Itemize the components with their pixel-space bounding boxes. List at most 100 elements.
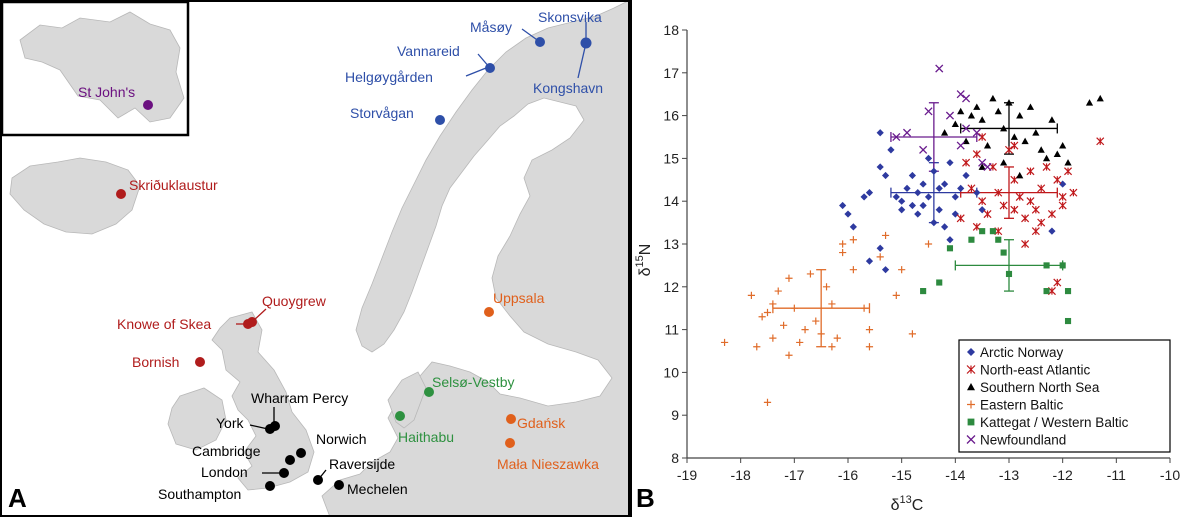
data-point [1058, 201, 1067, 210]
panel-letter-b: B [636, 483, 655, 513]
data-point [898, 197, 906, 205]
site-label-mechelen: Mechelen [347, 481, 408, 497]
leader-line [577, 42, 587, 79]
chart-ticks: -19 -18 -17 -16 -15 -14 -13 -12 -11 -10 8 9 10 11 12 13… [663, 22, 1180, 483]
data-point [785, 351, 793, 359]
data-point [881, 266, 890, 274]
data-point [1032, 129, 1040, 136]
site-label-selso-vestby: Selsø-Vestby [432, 374, 514, 390]
y-tick-label: 15 [663, 150, 679, 166]
site-marker [484, 307, 494, 317]
data-point [1053, 278, 1062, 287]
y-tick-label: 10 [663, 364, 679, 380]
site-label-york: York [216, 415, 245, 431]
data-point [924, 107, 933, 116]
chart-panel: -19 -18 -17 -16 -15 -14 -13 -12 -11 -10 8 9 10 11 12 13… [634, 22, 1180, 514]
map-land [9, 0, 631, 517]
data-point [844, 210, 852, 218]
data-point [1016, 171, 1024, 179]
site-label-southampton: Southampton [158, 486, 241, 502]
site-label-mala-nieszawka: Mała Nieszawka [497, 456, 599, 472]
site-marker [279, 468, 289, 478]
data-point [849, 266, 857, 274]
data-point [796, 338, 804, 347]
data-point [978, 158, 987, 167]
data-point [919, 145, 928, 154]
data-point [967, 112, 976, 119]
x-tick-label: -13 [999, 467, 1019, 483]
data-point [1005, 270, 1013, 278]
data-point [1031, 227, 1040, 236]
data-point [1016, 112, 1024, 119]
data-point [828, 343, 836, 351]
data-point [1053, 150, 1061, 157]
site-marker [195, 357, 205, 367]
data-point [962, 124, 971, 133]
site-marker [395, 411, 405, 421]
legend-marker [967, 418, 975, 426]
data-point [1021, 239, 1030, 249]
data-point [1000, 124, 1008, 132]
map-sites: Måsøy Skonsvika Vannareid Helgøygården K… [78, 9, 603, 502]
data-point [978, 206, 986, 214]
data-point [876, 163, 884, 171]
iceland-landmass [9, 157, 141, 235]
data-point [983, 141, 992, 149]
site-marker [506, 414, 516, 424]
data-point [994, 107, 1002, 115]
site-label-uppsala: Uppsala [493, 290, 545, 306]
data-point [1064, 159, 1072, 166]
x-tick-label: -18 [731, 467, 751, 483]
data-point [1026, 103, 1035, 110]
data-point [951, 193, 959, 201]
data-point [769, 300, 777, 308]
data-point [957, 107, 965, 115]
data-point [1031, 205, 1040, 214]
x-tick-label: -15 [892, 467, 912, 483]
data-point [876, 244, 884, 252]
data-point [881, 231, 890, 240]
y-tick-label: 8 [671, 450, 679, 466]
data-point [1042, 162, 1051, 171]
chart-error-bars [772, 102, 1064, 348]
data-point [1000, 249, 1007, 256]
data-point [914, 189, 922, 197]
data-point [914, 210, 922, 218]
data-point [892, 291, 900, 299]
data-point [978, 197, 987, 206]
site-label-bornish: Bornish [132, 354, 179, 370]
site-marker [296, 448, 306, 458]
data-point [946, 236, 954, 244]
data-point [1064, 317, 1072, 325]
data-point [876, 253, 884, 261]
data-point [972, 128, 981, 137]
data-point [1037, 184, 1046, 193]
data-point [860, 304, 868, 312]
data-point [806, 270, 815, 278]
data-point [865, 257, 874, 265]
data-point [785, 274, 793, 282]
data-point [1043, 288, 1050, 295]
data-point [1059, 262, 1066, 269]
site-label-helgoygarden: Helgøygården [345, 69, 433, 85]
leader-line [249, 424, 269, 430]
data-point [1085, 99, 1094, 106]
site-marker [485, 63, 495, 73]
data-point [1000, 159, 1008, 166]
data-point [919, 201, 927, 210]
data-point [941, 129, 949, 136]
data-point [1005, 99, 1013, 106]
data-point [989, 94, 997, 102]
data-point [1004, 145, 1014, 154]
site-marker [143, 100, 153, 110]
x-tick-label: -19 [677, 467, 697, 483]
data-point [887, 146, 895, 154]
data-point [924, 193, 933, 201]
site-label-st-johns: St John's [78, 84, 135, 100]
data-point [898, 206, 906, 214]
data-point [957, 184, 965, 192]
site-label-gdansk: Gdańsk [517, 415, 566, 431]
data-point [962, 158, 971, 167]
legend-marker [967, 400, 975, 409]
data-point [941, 180, 949, 188]
